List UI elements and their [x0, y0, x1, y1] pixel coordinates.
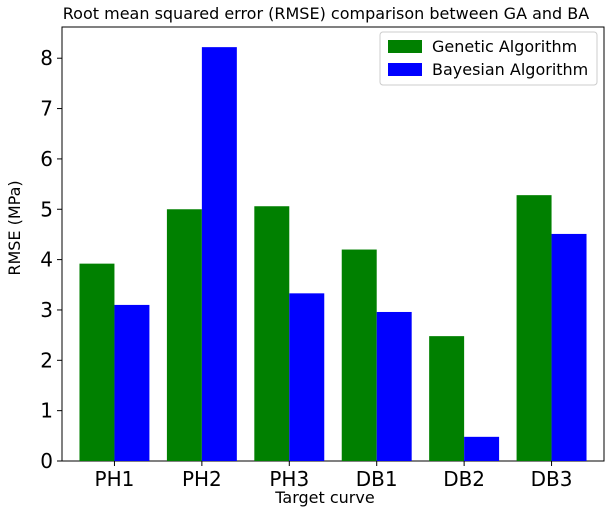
bar-bayesian-algorithm-db1 [376, 311, 412, 461]
x-tick-label-db1: DB1 [356, 467, 398, 491]
bar-genetic-algorithm-ph1 [79, 263, 115, 461]
x-axis-ticks: PH1 PH2 PH3 DB1 DB2 DB3 [95, 461, 573, 491]
bar-genetic-algorithm-ph3 [254, 206, 290, 461]
x-tick-label-db3: DB3 [531, 467, 573, 491]
bar-genetic-algorithm-db2 [429, 336, 465, 461]
bar-bayesian-algorithm-ph2 [201, 47, 237, 461]
x-tick-label-db2: DB2 [443, 467, 485, 491]
bar-genetic-algorithm-db1 [341, 249, 377, 461]
bar-bayesian-algorithm-db3 [551, 233, 587, 461]
y-tick-label: 0 [40, 449, 53, 473]
legend-swatch-genetic-algorithm [388, 40, 422, 53]
x-tick-label-ph3: PH3 [269, 467, 309, 491]
bar-genetic-algorithm-db3 [516, 195, 552, 461]
y-tick-label: 7 [40, 97, 53, 121]
y-tick-label: 2 [40, 348, 53, 372]
y-tick-label: 1 [40, 399, 53, 423]
x-tick-label-ph1: PH1 [95, 467, 135, 491]
bar-bayesian-algorithm-ph1 [114, 304, 150, 461]
bar-bayesian-algorithm-db2 [464, 436, 500, 461]
x-axis-label: Target curve [274, 488, 374, 507]
legend-swatch-bayesian-algorithm [388, 63, 422, 76]
bar-genetic-algorithm-ph2 [166, 209, 202, 461]
y-axis-ticks: 0 1 2 3 4 5 6 7 8 [40, 46, 62, 473]
y-tick-label: 6 [40, 147, 53, 171]
y-tick-label: 8 [40, 46, 53, 70]
legend-label-genetic-algorithm: Genetic Algorithm [432, 37, 577, 56]
legend: Genetic Algorithm Bayesian Algorithm [379, 31, 598, 86]
x-tick-label-ph2: PH2 [182, 467, 222, 491]
y-axis-label: RMSE (MPa) [5, 180, 24, 275]
legend-label-bayesian-algorithm: Bayesian Algorithm [432, 60, 588, 79]
legend-frame [379, 31, 598, 86]
y-tick-label: 3 [40, 298, 53, 322]
y-tick-label: 5 [40, 197, 53, 221]
y-tick-label: 4 [40, 248, 53, 272]
chart-title: Root mean squared error (RMSE) compariso… [63, 4, 590, 23]
bars-group [79, 47, 587, 461]
bar-bayesian-algorithm-ph3 [289, 293, 325, 461]
plot-frame [61, 26, 605, 462]
plot-area: 0 1 2 3 4 5 6 7 8 PH1 PH2 PH3 DB1 DB2 DB3 [40, 26, 605, 491]
